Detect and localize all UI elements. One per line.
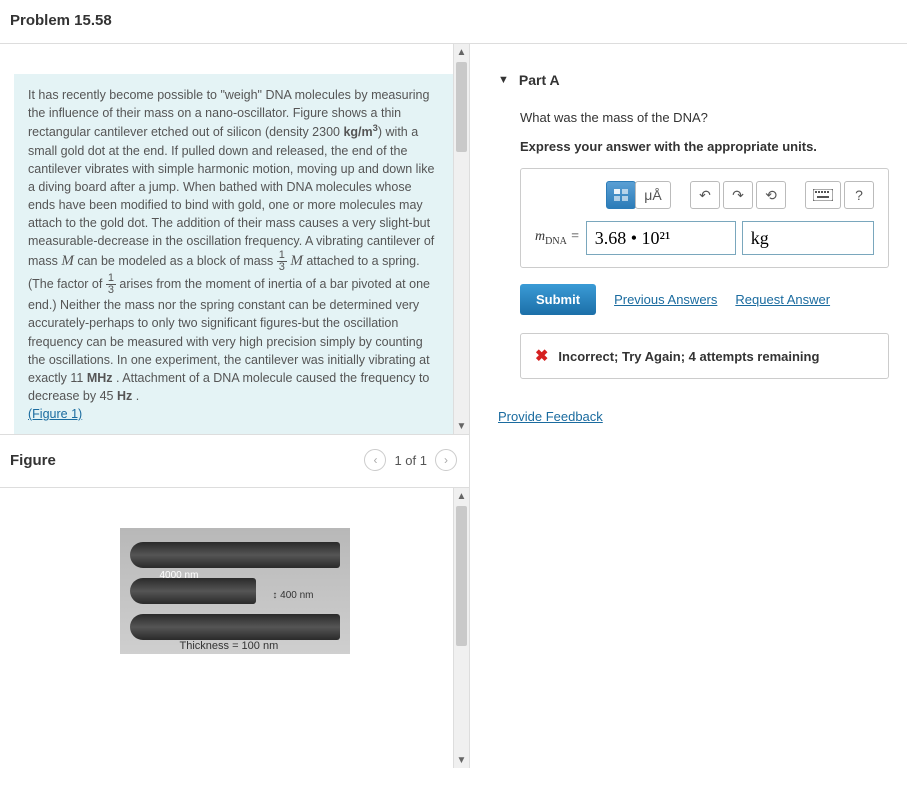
keyboard-icon <box>813 189 833 201</box>
feedback-text: Incorrect; Try Again; 4 attempts remaini… <box>558 349 819 364</box>
provide-feedback-row: Provide Feedback <box>498 409 889 424</box>
answer-unit-input[interactable] <box>742 221 874 255</box>
scroll-down-icon[interactable]: ▼ <box>454 418 469 434</box>
part-header[interactable]: ▼ Part A <box>498 72 889 88</box>
figure-dim-width: ↕ 400 nm <box>272 590 313 601</box>
figure-scroll-thumb[interactable] <box>456 506 467 646</box>
pager-label: 1 of 1 <box>394 453 427 468</box>
figure-dim-length: 4000 nm <box>160 570 199 581</box>
question-block: What was the mass of the DNA? Express yo… <box>498 110 889 379</box>
provide-feedback-link[interactable]: Provide Feedback <box>498 409 603 424</box>
figure-pager: ‹ 1 of 1 › <box>364 449 457 471</box>
figure-section: Figure ‹ 1 of 1 › 4000 nm ↕ 400 nm Thick… <box>0 434 469 768</box>
answer-box: μÅ ↶ ↷ ⟲ ? mDNA = <box>520 168 889 268</box>
cantilever-figure: 4000 nm ↕ 400 nm Thickness = 100 nm <box>120 528 350 654</box>
redo-button[interactable]: ↷ <box>723 181 753 209</box>
figure-scroll-down-icon[interactable]: ▼ <box>454 752 469 768</box>
right-column: ▼ Part A What was the mass of the DNA? E… <box>470 44 907 768</box>
figure-slot-top <box>130 542 340 568</box>
figure-scroll-up-icon[interactable]: ▲ <box>454 488 469 504</box>
format-group: μÅ <box>607 181 671 209</box>
templates-icon <box>613 188 629 202</box>
problem-statement: It has recently become possible to "weig… <box>14 74 455 434</box>
collapse-icon: ▼ <box>498 74 509 86</box>
figure-dim-thickness: Thickness = 100 nm <box>180 640 279 652</box>
undo-button[interactable]: ↶ <box>690 181 720 209</box>
submit-row: Submit Previous Answers Request Answer <box>520 284 889 315</box>
scroll-thumb[interactable] <box>456 62 467 152</box>
figure-scroll-pane: 4000 nm ↕ 400 nm Thickness = 100 nm ▲ ▼ <box>0 488 469 768</box>
content-area: It has recently become possible to "weig… <box>0 44 907 768</box>
answer-lhs: mDNA = <box>535 229 580 247</box>
figure-title: Figure <box>10 452 56 469</box>
problem-body-text: It has recently become possible to "weig… <box>28 88 434 403</box>
feedback-box: ✖ Incorrect; Try Again; 4 attempts remai… <box>520 333 889 379</box>
page-header: Problem 15.58 <box>0 0 907 44</box>
left-column: It has recently become possible to "weig… <box>0 44 470 768</box>
question-text: What was the mass of the DNA? <box>520 110 889 125</box>
figure-slot-bottom <box>130 614 340 640</box>
figure-slot-mid <box>130 578 256 604</box>
part-label: Part A <box>519 72 560 88</box>
figure-scrollbar[interactable]: ▲ ▼ <box>453 488 469 768</box>
question-instruction: Express your answer with the appropriate… <box>520 139 889 154</box>
figure-header: Figure ‹ 1 of 1 › <box>0 435 469 481</box>
scroll-up-icon[interactable]: ▲ <box>454 44 469 60</box>
problem-scroll-pane: It has recently become possible to "weig… <box>0 44 469 434</box>
answer-value-input[interactable] <box>586 221 736 255</box>
figure-link[interactable]: (Figure 1) <box>28 407 82 421</box>
incorrect-icon: ✖ <box>535 346 548 366</box>
problem-title: Problem 15.58 <box>10 12 897 29</box>
reset-button[interactable]: ⟲ <box>756 181 786 209</box>
answer-toolbar: μÅ ↶ ↷ ⟲ ? <box>535 181 874 209</box>
templates-button[interactable] <box>606 181 636 209</box>
pager-prev-button[interactable]: ‹ <box>364 449 386 471</box>
units-button[interactable]: μÅ <box>635 181 671 209</box>
answer-input-row: mDNA = <box>535 221 874 255</box>
problem-scrollbar[interactable]: ▲ ▼ <box>453 44 469 434</box>
keyboard-button[interactable] <box>805 181 841 209</box>
request-answer-link[interactable]: Request Answer <box>735 292 830 307</box>
pager-next-button[interactable]: › <box>435 449 457 471</box>
previous-answers-link[interactable]: Previous Answers <box>614 292 717 307</box>
help-button[interactable]: ? <box>844 181 874 209</box>
submit-button[interactable]: Submit <box>520 284 596 315</box>
